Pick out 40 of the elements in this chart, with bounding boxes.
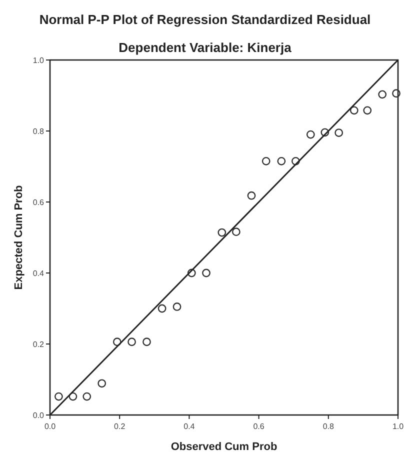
y-axis-title: Expected Cum Prob [13,184,25,290]
point [334,128,344,137]
point [247,191,256,200]
point [54,392,63,401]
point [378,90,387,99]
point [68,392,78,401]
y-tick-label: 1.0 [32,56,45,65]
x-tick-label: 0.8 [322,422,335,431]
point [82,392,92,401]
point [187,268,196,278]
x-tick-label: 0.2 [114,422,126,431]
y-tick-label: 0.4 [32,269,45,278]
y-tick-label: 0.0 [32,411,45,420]
point [262,156,270,166]
x-tick-label: 1.0 [392,422,404,431]
point [202,268,210,278]
point [142,338,151,346]
point [350,106,358,115]
y-tick-label: 0.2 [32,340,45,349]
x-tick-label: 0.0 [44,422,56,431]
point [392,89,400,98]
point [128,338,136,346]
point [98,379,106,388]
x-tick-label: 0.4 [184,422,196,431]
x-tick-label: 0.6 [253,422,265,431]
chart-title: Normal P-P Plot of Regression Standardized Residual [39,12,371,27]
point [158,304,166,313]
chart-subtitle: Dependent Variable: Kinerja [118,40,292,55]
point [232,228,240,236]
point [320,128,330,137]
x-axis-title: Observed Cum Prob [170,441,278,453]
point [363,106,372,115]
point [112,338,122,346]
point [277,156,286,166]
point [218,228,226,237]
point [306,130,315,139]
point [172,302,182,311]
y-tick-label: 0.6 [32,198,45,207]
point [291,156,300,166]
y-tick-label: 0.8 [32,127,45,136]
